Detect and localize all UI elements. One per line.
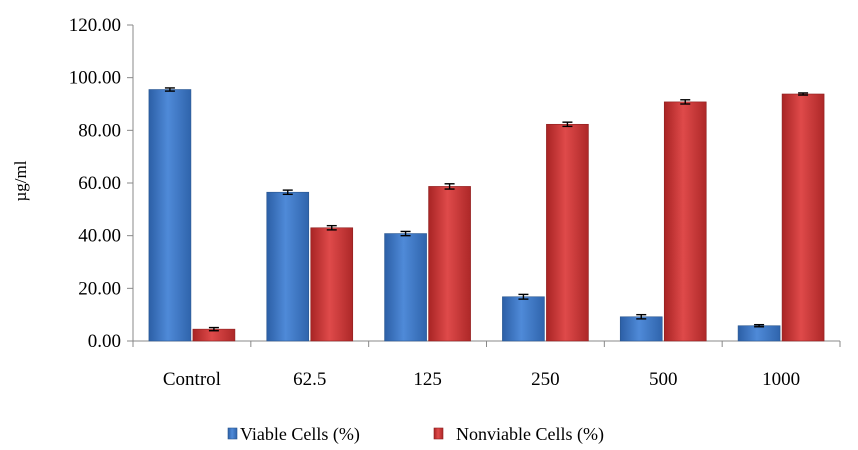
bar-viable-250: [502, 296, 545, 342]
bar-nonviable-125: [428, 186, 471, 342]
error-bar: [754, 323, 765, 328]
error-bar: [282, 189, 293, 196]
y-tick-label: 60.00: [78, 173, 121, 194]
y-tick-label: 0.00: [88, 331, 121, 352]
y-tick-label: 40.00: [78, 226, 121, 247]
y-tick-label: 120.00: [69, 15, 121, 36]
x-axis: Control 62.5 125 250 500 1000: [132, 340, 841, 390]
y-tick-label: 20.00: [78, 278, 121, 299]
error-bar: [326, 224, 337, 231]
legend: Viable Cells (%) Nonviable Cells (%): [227, 424, 604, 445]
error-bar: [444, 183, 455, 190]
bar-viable-125: [384, 233, 427, 342]
error-bar: [208, 326, 219, 332]
legend-label-viable: Viable Cells (%): [240, 424, 360, 445]
x-tick-label: 62.5: [293, 369, 326, 390]
y-axis: 0.00 20.00 40.00 60.00 80.00 100.00 120.00: [69, 15, 134, 352]
x-tick-label: Control: [163, 369, 221, 390]
legend-label-nonviable: Nonviable Cells (%): [456, 424, 604, 445]
bar-nonviable-500: [663, 101, 707, 342]
x-tick-label: 125: [413, 369, 442, 390]
x-tick-label: 500: [649, 369, 678, 390]
x-tick-label: 1000: [762, 369, 800, 390]
x-tick-label: 250: [531, 369, 560, 390]
y-axis-title: µg/ml: [11, 160, 30, 201]
error-bar: [798, 92, 809, 96]
bar-nonviable-62.5: [310, 227, 354, 342]
error-bar: [680, 99, 691, 105]
bar-viable-62.5: [266, 191, 310, 342]
error-bar: [164, 87, 175, 92]
error-bar: [400, 230, 411, 237]
error-bar: [636, 313, 647, 320]
error-bar: [518, 293, 529, 300]
bars: [148, 87, 825, 342]
bar-viable-500: [619, 316, 663, 342]
legend-swatch-nonviable: [433, 427, 444, 440]
error-bar: [562, 121, 573, 128]
y-tick-label: 100.00: [69, 68, 121, 89]
bar-nonviable-1000: [781, 93, 825, 342]
legend-swatch-viable: [227, 427, 238, 440]
bar-viable-Control: [148, 89, 192, 342]
bar-viable-1000: [737, 325, 781, 342]
bar-nonviable-250: [546, 123, 589, 342]
y-tick-label: 80.00: [78, 120, 121, 141]
